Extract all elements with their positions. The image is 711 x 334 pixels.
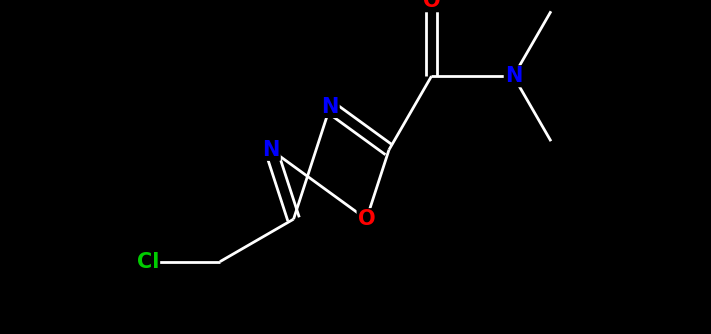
Text: N: N xyxy=(262,140,279,160)
Text: N: N xyxy=(321,97,338,117)
Text: N: N xyxy=(505,66,522,86)
Text: O: O xyxy=(422,0,440,11)
Text: O: O xyxy=(358,209,375,229)
Text: Cl: Cl xyxy=(137,252,159,272)
